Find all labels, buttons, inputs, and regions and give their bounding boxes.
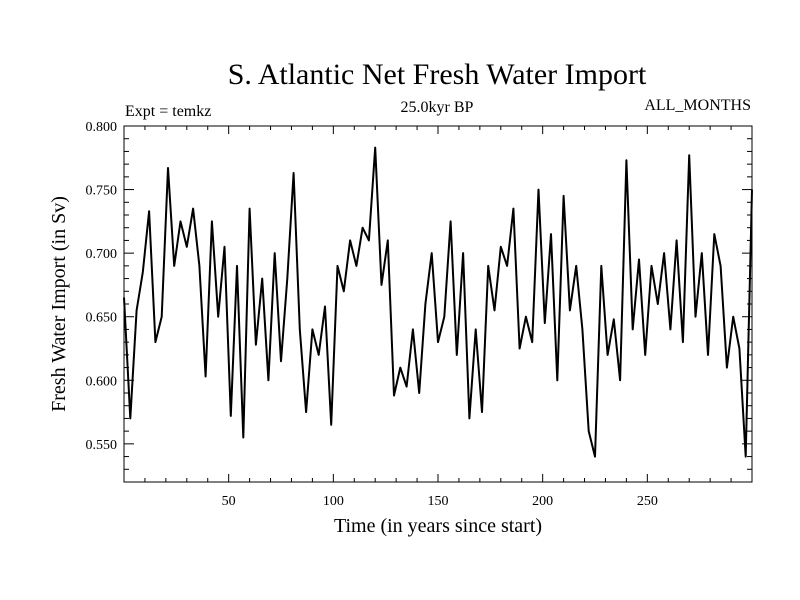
experiment-label: Expt = temkz — [125, 103, 211, 120]
x-tick-label: 200 — [532, 494, 553, 509]
y-tick-label: 0.550 — [86, 438, 118, 453]
x-tick-label: 100 — [323, 494, 344, 509]
x-tick-label: 150 — [428, 494, 449, 509]
months-label: ALL_MONTHS — [644, 97, 751, 114]
chart-title: S. Atlantic Net Fresh Water Import — [228, 58, 647, 91]
data-series-line — [123, 146, 753, 458]
x-tick-label: 250 — [637, 494, 658, 509]
y-tick-label: 0.800 — [86, 120, 118, 135]
y-tick-label: 0.650 — [86, 311, 118, 326]
axis-tick-labels: 50 100 150 200 250 0.550 0.600 0.650 0.700 0.750 0… — [86, 120, 658, 509]
y-tick-label: 0.750 — [86, 184, 118, 199]
time-period-label: 25.0kyr BP — [401, 99, 474, 116]
y-axis-label: Fresh Water Import (in Sv) — [48, 196, 70, 412]
y-tick-label: 0.600 — [86, 374, 118, 389]
x-tick-label: 50 — [222, 494, 236, 509]
y-tick-label: 0.700 — [86, 247, 118, 262]
axis-ticks — [124, 125, 752, 482]
x-axis-label: Time (in years since start) — [334, 515, 542, 537]
